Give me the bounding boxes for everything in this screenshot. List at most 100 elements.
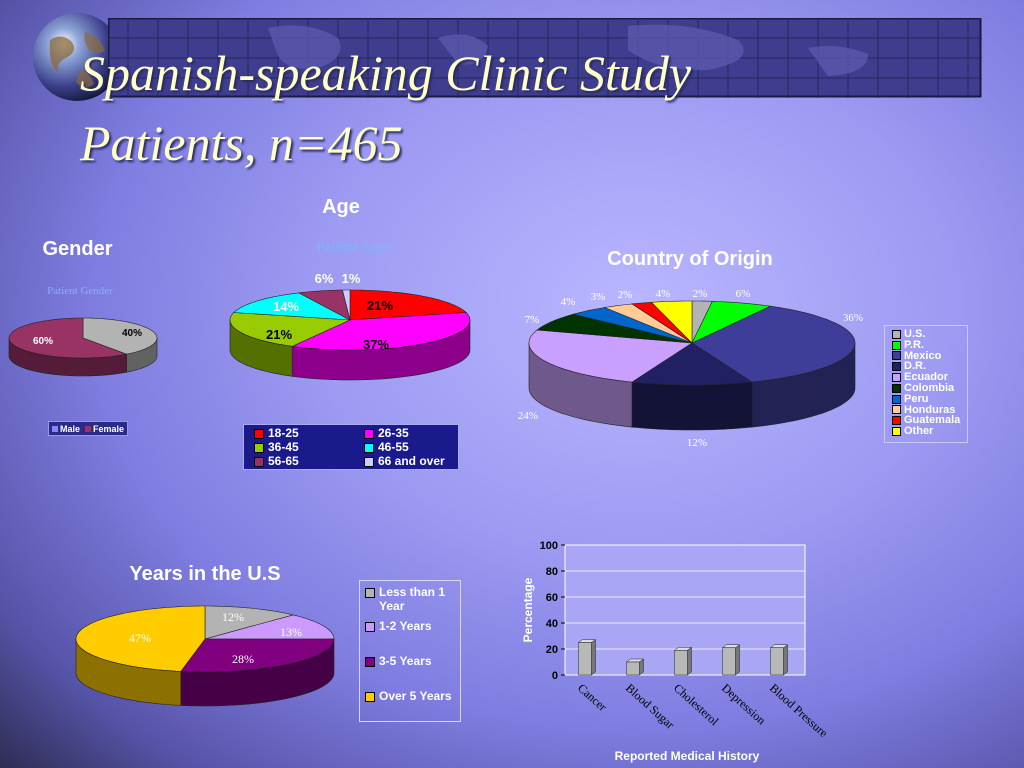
pie-label-mexico: 36%: [843, 312, 863, 324]
pie-slice-mexico: [691, 305, 856, 383]
years-legend-item-1-2-years: 1-2 Years: [365, 619, 460, 633]
pie-slice-d-r-: [631, 342, 753, 386]
gender-chart-title: Gender: [42, 238, 113, 260]
age-pie-chart: 21% 37% 21% 14% 6% 1%: [229, 271, 471, 381]
bar-depression: [721, 644, 741, 676]
pie-slice-less-than-1-year: [204, 605, 294, 640]
pie-label-18-25: 21%: [367, 298, 393, 313]
pie-slice-p-r-: [691, 300, 772, 344]
years-legend-item-3-5-years: 3-5 Years: [365, 654, 460, 668]
pie-slice-other: [650, 300, 693, 344]
pie-label-colombia: 7%: [525, 314, 540, 326]
gender-chart-subtitle: Patient Gender: [47, 285, 113, 297]
pie-slice-36-45: [229, 312, 351, 347]
bar-category-label: Blood Sugar: [623, 681, 677, 732]
country-chart-title: Country of Origin: [607, 248, 773, 270]
pie-slice-56-65: [297, 289, 351, 321]
bar-blood-sugar: [625, 658, 645, 676]
bar-ytick-label: 40: [546, 618, 558, 630]
pie-slice-3-5-years: [180, 638, 335, 673]
pie-label-36-45: 21%: [266, 327, 292, 342]
pie-slice-colombia: [536, 313, 693, 344]
pie-slice-1-2-years: [204, 614, 335, 640]
country-pie-chart: 2% 6% 36% 12% 24% 7% 4% 3% 2% 4%: [518, 288, 863, 449]
pie-label-over-5-years: 47%: [129, 631, 151, 645]
pie-label-less-than-1-year: 12%: [222, 610, 244, 624]
gender-legend-item-female: Female: [85, 424, 124, 434]
age-legend-item-18-25: 18-25: [254, 427, 364, 440]
pie-label-46-55: 14%: [273, 299, 299, 314]
age-legend: 18-25 26-35 36-45 46-55 56-65 66 and over: [243, 424, 459, 470]
pie-label-26-35: 37%: [363, 337, 389, 352]
pie-side-d-r-: [631, 381, 753, 431]
pie-label-56-65: 6%: [315, 271, 334, 286]
bar-ylabel: Percentage: [521, 577, 535, 642]
bar-xlabel: Reported Medical History: [615, 749, 760, 763]
slide-title: Spanish-speaking Clinic Study Patients, …: [80, 38, 900, 178]
pie-slice-18-25: [349, 289, 467, 321]
country-legend-item-guatemala: Guatemala: [892, 415, 967, 426]
pie-slice-over-5-years: [75, 605, 206, 672]
age-legend-item-26-35: 26-35: [364, 427, 464, 440]
pie-slice-66-and-over: [342, 289, 351, 321]
pie-slice-female: [8, 317, 128, 359]
age-legend-item-36-45: 36-45: [254, 441, 364, 454]
pie-label-honduras: 3%: [591, 291, 606, 303]
pie-slice-46-55: [233, 292, 351, 321]
bar-category-label: Blood Pressure: [767, 681, 831, 740]
gender-legend: Male Female: [48, 421, 129, 436]
pie-label-guatemala: 2%: [618, 289, 633, 301]
age-chart-title: Age: [322, 196, 360, 218]
pie-slice-peru: [573, 307, 693, 344]
medical-history-bar-chart: 0 20 40 60 80 100 Percentage Cancer Blood SugarC…: [521, 540, 831, 763]
years-legend: Less than 1 Year 1-2 Years 3-5 Years Over 5…: [359, 580, 461, 722]
bar-category-label: Depression: [719, 681, 768, 728]
country-legend-item-u-s-: U.S.: [892, 329, 967, 340]
pie-slice-male: [82, 317, 158, 355]
pie-label-peru: 4%: [561, 296, 576, 308]
slide-title-line2: Patients, n=465: [80, 115, 403, 171]
pie-label-u-s-: 2%: [693, 288, 708, 300]
age-legend-item-46-55: 46-55: [364, 441, 464, 454]
bar-ytick-label: 20: [546, 644, 558, 656]
header-map-banner: [108, 18, 982, 98]
gender-legend-item-male: Male: [52, 424, 80, 434]
pie-label-female: 60%: [33, 336, 53, 347]
country-legend-item-peru: Peru: [892, 393, 967, 405]
years-chart-title: Years in the U.S: [129, 563, 281, 585]
gender-pie-chart: 40% 60%: [8, 317, 158, 377]
country-legend: U.S. P.R. Mexico D.R. Ecuador Colombia Peru Hon…: [884, 325, 968, 443]
age-chart-subtitle: Patient Ages: [316, 239, 392, 255]
years-pie-chart: 12% 13% 28% 47%: [75, 605, 335, 707]
globe-logo: [33, 13, 121, 101]
pie-label-3-5-years: 28%: [232, 652, 254, 666]
pie-slice-honduras: [603, 303, 693, 344]
bar-ytick-label: 80: [546, 566, 558, 578]
pie-slice-guatemala: [631, 301, 693, 344]
pie-label-d-r-: 12%: [687, 437, 707, 449]
country-legend-item-colombia: Colombia: [892, 383, 967, 394]
pie-label-ecuador: 24%: [518, 410, 538, 422]
bar-ytick-label: 100: [540, 540, 558, 552]
years-legend-item-over-5-years: Over 5 Years: [365, 689, 460, 703]
pie-slice-26-35: [291, 312, 471, 351]
age-legend-item-66-and-over: 66 and over: [364, 455, 464, 468]
pie-label-66-and-over: 1%: [342, 271, 361, 286]
bar-ytick-label: 60: [546, 592, 558, 604]
bar-cancer: [577, 639, 597, 676]
country-legend-item-d-r-: D.R.: [892, 361, 967, 372]
years-legend-item-less-than-1-year: Less than 1 Year: [365, 585, 460, 613]
pie-label-male: 40%: [122, 328, 142, 339]
pie-label-other: 4%: [656, 288, 671, 300]
bar-blood-pressure: [769, 644, 789, 676]
bar-category-label: Cancer: [575, 681, 610, 714]
age-legend-item-56-65: 56-65: [254, 455, 364, 468]
pie-label-1-2-years: 13%: [280, 625, 302, 639]
bar-ytick-label: 0: [552, 670, 558, 682]
country-legend-item-other: Other: [892, 426, 967, 437]
pie-slice-ecuador: [528, 329, 693, 383]
country-legend-item-honduras: Honduras: [892, 404, 967, 416]
bar-category-label: Cholesterol: [671, 681, 722, 729]
slide-title-line1: Spanish-speaking Clinic Study: [80, 45, 692, 101]
pie-label-p-r-: 6%: [736, 288, 751, 300]
